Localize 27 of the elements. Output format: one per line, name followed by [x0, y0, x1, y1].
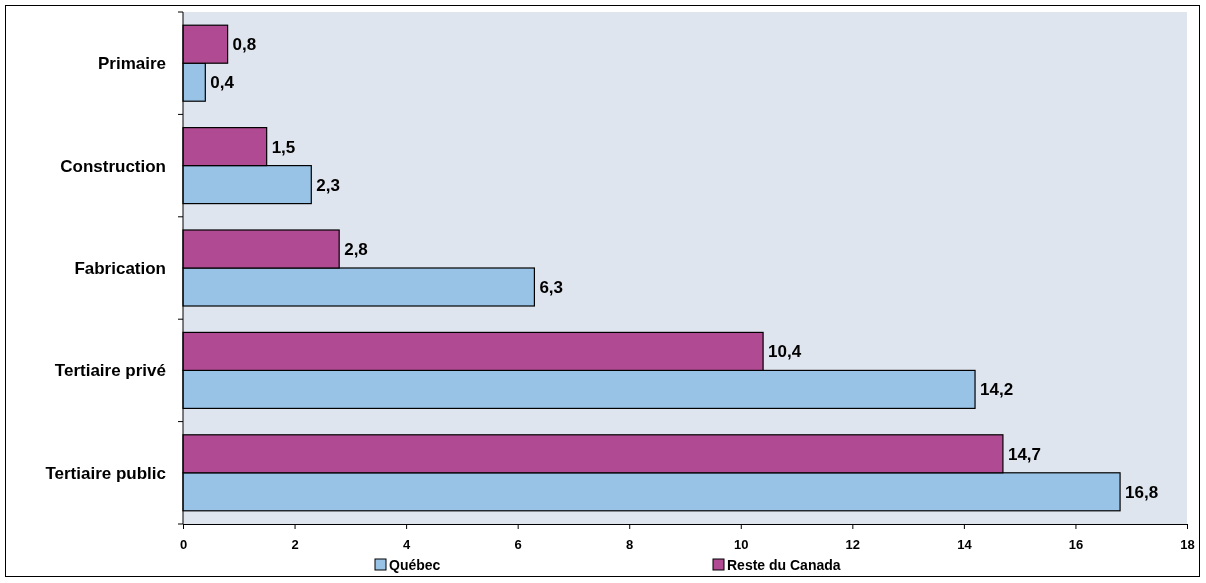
x-tick-label: 14 — [957, 536, 973, 552]
x-tick-label: 2 — [291, 536, 299, 552]
x-tick-label: 0 — [179, 536, 188, 552]
data-label: 14,7 — [1007, 444, 1042, 464]
y-tick-label: Tertiaire privé — [54, 361, 166, 381]
data-label: 2,8 — [344, 239, 368, 259]
data-label: 2,3 — [316, 175, 340, 195]
data-label: 14,2 — [980, 380, 1014, 400]
y-tick-label: Fabrication — [74, 258, 166, 278]
data-label: 16,8 — [1125, 482, 1159, 502]
x-tick-label: 10 — [734, 536, 749, 552]
data-label: 10,4 — [768, 342, 802, 362]
x-tick-label: 18 — [1180, 536, 1195, 552]
x-tick-label: 6 — [514, 536, 522, 552]
data-label: 1,5 — [271, 137, 296, 157]
legend-label: Reste du Canada — [727, 556, 841, 573]
y-tick-label: Tertiaire public — [45, 463, 166, 483]
x-tick-label: 12 — [845, 536, 861, 552]
legend-label: Québec — [389, 556, 441, 573]
y-tick-label: Primaire — [97, 54, 166, 74]
x-tick-label: 8 — [626, 536, 634, 552]
y-tick-label: Construction — [60, 156, 166, 176]
data-label: 0,4 — [210, 73, 235, 93]
x-tick-label: 4 — [402, 536, 411, 552]
data-label: 6,3 — [539, 277, 564, 297]
data-label: 0,8 — [232, 35, 257, 55]
x-tick-label: 16 — [1068, 536, 1084, 552]
